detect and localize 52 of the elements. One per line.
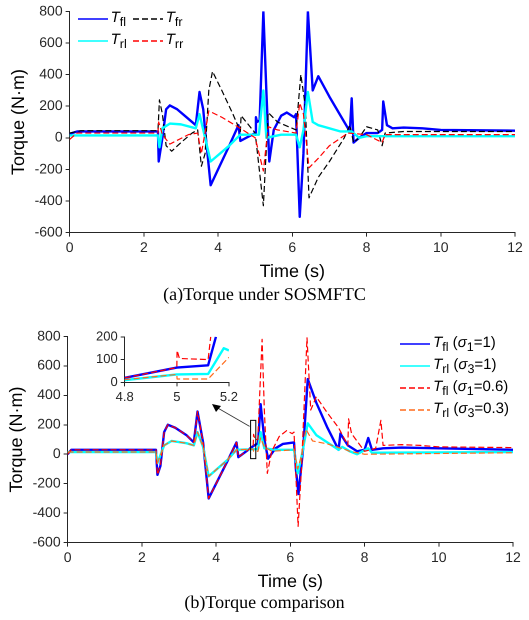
y-tick-label: 200 (96, 328, 118, 344)
line-series (70, 70, 515, 206)
y-tick-label: 200 (39, 97, 63, 114)
y-tick-label: 200 (37, 416, 61, 432)
y-tick-label: 100 (96, 351, 118, 366)
x-tick-label: 12 (505, 548, 521, 565)
y-tick-label: -200 (32, 474, 61, 491)
y-tick-label: -200 (34, 160, 63, 176)
y-tick-label: -600 (34, 223, 63, 240)
legend-label: T$_{rl}$ (σ$_{3}$=0.3) (433, 400, 509, 420)
x-tick-label: 0 (66, 238, 74, 255)
legend-label: T$_{fl}$ (σ$_{1}$=1) (433, 334, 496, 354)
x-tick-label: 4.8 (116, 388, 134, 404)
x-tick-label: 8 (362, 238, 371, 255)
text: (b)Torque comparison (183, 592, 346, 613)
y-tick-label: 800 (39, 2, 63, 18)
legend-label: T$_{rl}$ (σ$_{3}$=1) (433, 356, 496, 376)
y-tick-label: -400 (32, 504, 61, 520)
y-tick-label: 400 (39, 65, 63, 82)
x-tick-label: 4 (214, 238, 222, 255)
x-tick-label: 10 (430, 548, 447, 565)
y-tick-label: 800 (37, 327, 61, 344)
x-tick-label: 5 (173, 388, 180, 404)
y-axis-title: Torque (N·m) (8, 68, 28, 176)
x-tick-label: 12 (507, 238, 523, 255)
x-tick-label: 6 (286, 548, 294, 565)
x-axis-title: Time (s) (260, 261, 325, 282)
x-tick-label: 2 (140, 238, 148, 255)
x-tick-label: 2 (138, 548, 146, 565)
y-tick-label: 0 (52, 445, 61, 462)
x-tick-label: 5.2 (220, 388, 238, 404)
legend-label: T$_{fr}$ (166, 9, 183, 30)
y-tick-label: 600 (39, 34, 63, 50)
legend-label: T$_{rl}$ (110, 31, 127, 52)
legend-label: T$_{fl}$ (110, 9, 126, 30)
y-tick-label: 0 (110, 374, 118, 389)
x-axis-title: Time (s) (258, 571, 323, 592)
line-series (124, 356, 229, 380)
legend-label: T$_{rr}$ (166, 31, 184, 52)
y-tick-label: 0 (54, 128, 63, 145)
x-tick-label: 10 (432, 238, 449, 255)
x-tick-label: 8 (360, 548, 369, 565)
text: (a)Torque under SOSMFTC (162, 284, 367, 305)
y-tick-label: -400 (34, 192, 63, 208)
line-series (70, 102, 515, 172)
y-tick-label: 600 (37, 356, 61, 373)
x-tick-label: 4 (212, 548, 220, 565)
legend-label: T$_{fl}$ (σ$_{1}$=0.6) (433, 378, 508, 398)
y-tick-label: -600 (32, 533, 61, 550)
y-tick-label: 400 (37, 386, 61, 402)
x-tick-label: 6 (288, 238, 296, 255)
y-axis-title: Torque (N·m) (6, 386, 26, 493)
